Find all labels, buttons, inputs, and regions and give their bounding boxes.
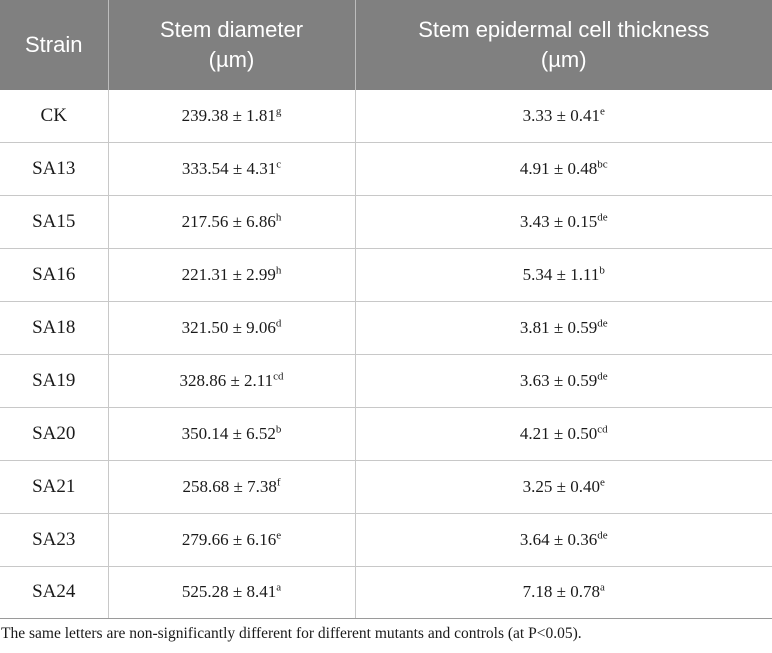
thickness-value: 5.34 ± 1.11 (522, 265, 600, 285)
data-table: Strain Stem diameter (µm) Stem epidermal… (0, 0, 772, 620)
thickness-significance: de (597, 528, 608, 541)
diameter-significance: c (276, 158, 282, 171)
diameter-value: 221.31 ± 2.99 (181, 265, 276, 285)
cell-diameter: 333.54 ± 4.31c (108, 142, 356, 197)
thickness-value: 3.33 ± 0.41 (522, 106, 600, 126)
thickness-value: 4.21 ± 0.50 (519, 423, 598, 443)
header-epidermal-thickness: Stem epidermal cell thickness (µm) (355, 0, 772, 90)
cell-diameter: 328.86 ± 2.11cd (108, 354, 356, 408)
cell-diameter: 321.50 ± 9.06d (108, 301, 356, 355)
thickness-significance: e (599, 476, 605, 489)
diameter-significance: f (276, 476, 281, 489)
cell-thickness: 3.43 ± 0.15de (355, 195, 772, 250)
table-row: SA15 217.56 ± 6.86h 3.43 ± 0.15de (0, 195, 772, 250)
cell-thickness: 4.21 ± 0.50cd (355, 407, 772, 461)
header-row: Strain Stem diameter (µm) Stem epidermal… (0, 0, 772, 90)
table-row: SA24 525.28 ± 8.41a 7.18 ± 0.78a (0, 566, 772, 620)
header-stem-diameter: Stem diameter (µm) (108, 0, 356, 90)
cell-diameter: 217.56 ± 6.86h (108, 195, 356, 250)
diameter-significance: g (275, 105, 282, 118)
thickness-significance: bc (597, 158, 608, 171)
cell-thickness: 3.25 ± 0.40e (355, 460, 772, 514)
cell-thickness: 3.33 ± 0.41e (355, 90, 772, 144)
diameter-value: 333.54 ± 4.31 (181, 159, 277, 179)
table-row: SA18 321.50 ± 9.06d 3.81 ± 0.59de (0, 301, 772, 355)
table-row: SA13 333.54 ± 4.31c 4.91 ± 0.48bc (0, 142, 772, 197)
data-table-container: Strain Stem diameter (µm) Stem epidermal… (0, 0, 772, 620)
thickness-significance: cd (597, 423, 608, 436)
cell-strain: SA24 (0, 566, 109, 620)
cell-diameter: 221.31 ± 2.99h (108, 248, 356, 303)
thickness-significance: de (597, 317, 608, 330)
cell-thickness: 3.81 ± 0.59de (355, 301, 772, 355)
cell-diameter: 350.14 ± 6.52b (108, 407, 356, 461)
thickness-significance: b (599, 264, 605, 277)
diameter-value: 279.66 ± 6.16 (181, 529, 277, 549)
cell-strain: SA18 (0, 301, 109, 355)
diameter-value: 217.56 ± 6.86 (181, 212, 276, 232)
cell-strain: SA21 (0, 460, 109, 514)
thickness-significance: de (597, 370, 608, 383)
diameter-significance: a (276, 581, 282, 594)
diameter-significance: e (276, 528, 282, 541)
cell-strain: SA19 (0, 354, 109, 408)
cell-thickness: 7.18 ± 0.78a (355, 566, 772, 620)
cell-diameter: 239.38 ± 1.81g (108, 90, 356, 144)
cell-thickness: 4.91 ± 0.48bc (355, 142, 772, 197)
diameter-significance: d (275, 317, 282, 330)
cell-thickness: 3.64 ± 0.36de (355, 513, 772, 567)
diameter-value: 239.38 ± 1.81 (181, 106, 276, 126)
thickness-value: 3.25 ± 0.40 (522, 476, 600, 496)
table-footnote: The same letters are non-significantly d… (1, 625, 582, 642)
thickness-value: 3.64 ± 0.36 (519, 529, 598, 549)
thickness-significance: a (599, 581, 605, 594)
thickness-value: 7.18 ± 0.78 (522, 582, 600, 602)
thickness-value: 4.91 ± 0.48 (519, 159, 598, 179)
cell-thickness: 5.34 ± 1.11b (355, 248, 772, 303)
thickness-value: 3.43 ± 0.15 (519, 212, 598, 232)
table-body: CK 239.38 ± 1.81g 3.33 ± 0.41e SA13 333.… (0, 90, 772, 620)
cell-strain: SA20 (0, 407, 109, 461)
diameter-significance: b (275, 423, 282, 436)
diameter-significance: h (275, 264, 282, 277)
header-strain-label: Strain (25, 32, 83, 57)
cell-diameter: 258.68 ± 7.38f (108, 460, 356, 514)
thickness-significance: de (597, 211, 608, 224)
cell-thickness: 3.63 ± 0.59de (355, 354, 772, 408)
table-row: SA19 328.86 ± 2.11cd 3.63 ± 0.59de (0, 354, 772, 408)
table-header: Strain Stem diameter (µm) Stem epidermal… (0, 0, 772, 90)
diameter-value: 258.68 ± 7.38 (182, 476, 277, 496)
thickness-significance: e (599, 105, 605, 118)
header-stem-diameter-unit: (µm) (208, 47, 255, 72)
cell-strain: SA13 (0, 142, 109, 197)
cell-strain: SA15 (0, 195, 109, 250)
header-stem-diameter-label: Stem diameter (159, 17, 304, 42)
thickness-value: 3.63 ± 0.59 (519, 370, 598, 390)
table-row: SA23 279.66 ± 6.16e 3.64 ± 0.36de (0, 513, 772, 567)
diameter-significance: cd (273, 370, 284, 383)
diameter-value: 525.28 ± 8.41 (181, 582, 277, 602)
table-row: SA16 221.31 ± 2.99h 5.34 ± 1.11b (0, 248, 772, 303)
cell-strain: SA23 (0, 513, 109, 567)
header-epidermal-thickness-unit: (µm) (540, 47, 587, 72)
diameter-value: 328.86 ± 2.11 (179, 370, 274, 390)
table-row: SA20 350.14 ± 6.52b 4.21 ± 0.50cd (0, 407, 772, 461)
header-strain: Strain (0, 0, 109, 90)
diameter-value: 350.14 ± 6.52 (181, 423, 276, 443)
cell-diameter: 525.28 ± 8.41a (108, 566, 356, 620)
header-epidermal-thickness-label: Stem epidermal cell thickness (418, 17, 710, 42)
cell-strain: CK (0, 90, 109, 144)
table-row: SA21 258.68 ± 7.38f 3.25 ± 0.40e (0, 460, 772, 514)
cell-diameter: 279.66 ± 6.16e (108, 513, 356, 567)
table-row: CK 239.38 ± 1.81g 3.33 ± 0.41e (0, 90, 772, 144)
diameter-value: 321.50 ± 9.06 (181, 318, 276, 337)
thickness-value: 3.81 ± 0.59 (519, 318, 598, 337)
diameter-significance: h (275, 211, 282, 224)
cell-strain: SA16 (0, 248, 109, 303)
